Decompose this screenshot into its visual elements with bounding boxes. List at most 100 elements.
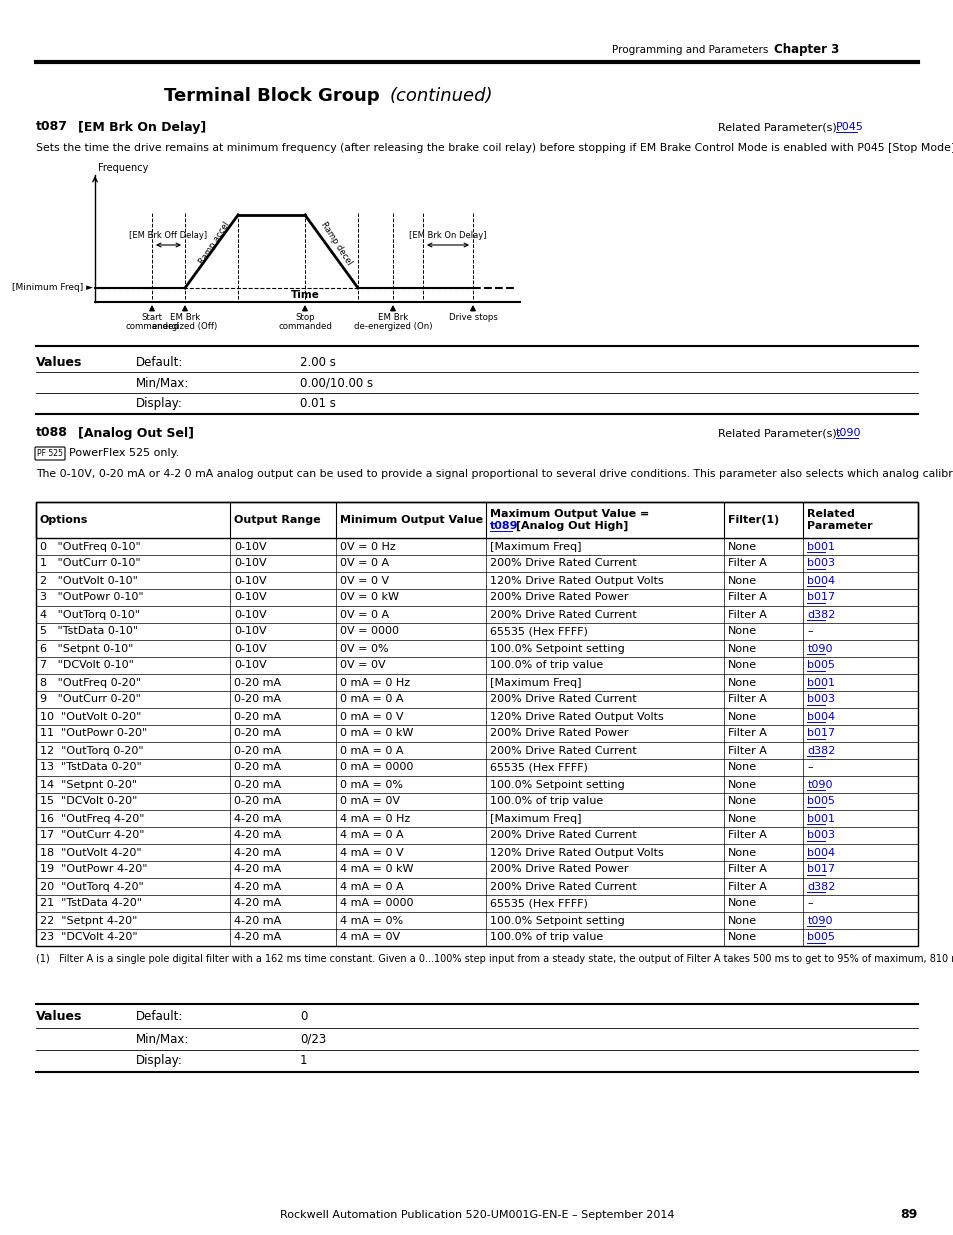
Text: t088: t088 (36, 426, 68, 440)
Text: 0 mA = 0%: 0 mA = 0% (339, 779, 402, 789)
Text: Maximum Output Value =: Maximum Output Value = (489, 509, 648, 519)
Text: 22  "Setpnt 4-20": 22 "Setpnt 4-20" (40, 915, 137, 925)
Text: 200% Drive Rated Current: 200% Drive Rated Current (489, 558, 636, 568)
Text: 200% Drive Rated Current: 200% Drive Rated Current (489, 610, 636, 620)
Text: None: None (727, 814, 757, 824)
Text: P045: P045 (835, 122, 863, 132)
Text: 4 mA = 0%: 4 mA = 0% (339, 915, 402, 925)
Text: Ramp decel: Ramp decel (319, 220, 354, 267)
Text: Filter A: Filter A (727, 558, 766, 568)
Text: t090: t090 (806, 643, 832, 653)
Text: 18  "OutVolt 4-20": 18 "OutVolt 4-20" (40, 847, 141, 857)
Text: Options: Options (40, 515, 89, 525)
Text: None: None (727, 643, 757, 653)
Text: 0-10V: 0-10V (233, 610, 267, 620)
Text: 200% Drive Rated Current: 200% Drive Rated Current (489, 746, 636, 756)
Text: 4 mA = 0 A: 4 mA = 0 A (339, 882, 403, 892)
Text: None: None (727, 797, 757, 806)
Bar (36, 501, 917, 538)
Text: 100.0% Setpoint setting: 100.0% Setpoint setting (489, 779, 624, 789)
Text: b017: b017 (806, 864, 835, 874)
Text: 5   "TstData 0-10": 5 "TstData 0-10" (40, 626, 138, 636)
Text: b004: b004 (806, 576, 835, 585)
Text: Filter A: Filter A (727, 729, 766, 739)
Text: 200% Drive Rated Power: 200% Drive Rated Power (489, 864, 628, 874)
Text: 0.01 s: 0.01 s (299, 396, 335, 410)
Text: b003: b003 (806, 694, 835, 704)
Text: None: None (727, 762, 757, 773)
Text: 1: 1 (299, 1053, 307, 1067)
Text: Filter A: Filter A (727, 864, 766, 874)
Text: 0-10V: 0-10V (233, 643, 267, 653)
Text: 2   "OutVolt 0-10": 2 "OutVolt 0-10" (40, 576, 138, 585)
Text: Filter(1): Filter(1) (727, 515, 779, 525)
Text: b005: b005 (806, 661, 835, 671)
Text: Related Parameter(s):: Related Parameter(s): (718, 429, 840, 438)
Text: 0/23: 0/23 (299, 1032, 326, 1045)
Text: energized (Off): energized (Off) (152, 322, 217, 331)
Text: 0 mA = 0 Hz: 0 mA = 0 Hz (339, 678, 410, 688)
Text: 120% Drive Rated Output Volts: 120% Drive Rated Output Volts (489, 711, 663, 721)
Text: b017: b017 (806, 593, 835, 603)
Text: 0-10V: 0-10V (233, 541, 267, 552)
Text: None: None (727, 915, 757, 925)
Text: [Maximum Freq]: [Maximum Freq] (489, 814, 580, 824)
Text: Ramp accel: Ramp accel (197, 221, 232, 267)
Text: 4 mA = 0000: 4 mA = 0000 (339, 899, 413, 909)
Text: 0-10V: 0-10V (233, 593, 267, 603)
Text: 2.00 s: 2.00 s (299, 356, 335, 369)
Text: 0-20 mA: 0-20 mA (233, 694, 281, 704)
Text: t090: t090 (806, 779, 832, 789)
Text: b001: b001 (806, 541, 835, 552)
Text: Rockwell Automation Publication 520-UM001G-EN-E – September 2014: Rockwell Automation Publication 520-UM00… (279, 1210, 674, 1220)
Text: Min/Max:: Min/Max: (136, 1032, 190, 1045)
Text: 4-20 mA: 4-20 mA (233, 847, 281, 857)
Text: 14  "Setpnt 0-20": 14 "Setpnt 0-20" (40, 779, 137, 789)
Text: 0V = 0%: 0V = 0% (339, 643, 388, 653)
Text: PowerFlex 525 only.: PowerFlex 525 only. (69, 448, 179, 458)
Text: None: None (727, 932, 757, 942)
Text: 13  "TstData 0-20": 13 "TstData 0-20" (40, 762, 142, 773)
Text: 4-20 mA: 4-20 mA (233, 830, 281, 841)
Text: 11  "OutPowr 0-20": 11 "OutPowr 0-20" (40, 729, 147, 739)
Text: 200% Drive Rated Current: 200% Drive Rated Current (489, 882, 636, 892)
Text: 21  "TstData 4-20": 21 "TstData 4-20" (40, 899, 142, 909)
Text: 0V = 0 A: 0V = 0 A (339, 558, 389, 568)
Text: Filter A: Filter A (727, 830, 766, 841)
Text: 0-20 mA: 0-20 mA (233, 729, 281, 739)
Text: [Maximum Freq]: [Maximum Freq] (489, 678, 580, 688)
Text: 3   "OutPowr 0-10": 3 "OutPowr 0-10" (40, 593, 144, 603)
Text: None: None (727, 626, 757, 636)
Text: 120% Drive Rated Output Volts: 120% Drive Rated Output Volts (489, 576, 663, 585)
Text: Values: Values (36, 356, 82, 369)
Text: 0-20 mA: 0-20 mA (233, 711, 281, 721)
Text: 12  "OutTorq 0-20": 12 "OutTorq 0-20" (40, 746, 144, 756)
Text: Default:: Default: (136, 1010, 183, 1023)
Text: 4-20 mA: 4-20 mA (233, 915, 281, 925)
Text: 0 mA = 0 V: 0 mA = 0 V (339, 711, 403, 721)
Text: 4 mA = 0V: 4 mA = 0V (339, 932, 399, 942)
Text: 0V = 0 A: 0V = 0 A (339, 610, 389, 620)
Text: [Analog Out Sel]: [Analog Out Sel] (78, 426, 193, 440)
Text: Filter A: Filter A (727, 746, 766, 756)
Text: 200% Drive Rated Power: 200% Drive Rated Power (489, 593, 628, 603)
Text: 4-20 mA: 4-20 mA (233, 932, 281, 942)
Text: (1)   Filter A is a single pole digital filter with a 162 ms time constant. Give: (1) Filter A is a single pole digital fi… (36, 953, 953, 965)
Text: None: None (727, 899, 757, 909)
Text: 6   "Setpnt 0-10": 6 "Setpnt 0-10" (40, 643, 133, 653)
Text: 0-10V: 0-10V (233, 558, 267, 568)
Text: 0 mA = 0000: 0 mA = 0000 (339, 762, 413, 773)
Text: None: None (727, 711, 757, 721)
Bar (36, 501, 917, 946)
Text: Programming and Parameters: Programming and Parameters (612, 44, 767, 56)
Text: 0-20 mA: 0-20 mA (233, 746, 281, 756)
Text: Filter A: Filter A (727, 882, 766, 892)
Text: 0   "OutFreq 0-10": 0 "OutFreq 0-10" (40, 541, 141, 552)
Text: [EM Brk Off Delay]: [EM Brk Off Delay] (130, 231, 208, 240)
Text: 16  "OutFreq 4-20": 16 "OutFreq 4-20" (40, 814, 144, 824)
Text: 9   "OutCurr 0-20": 9 "OutCurr 0-20" (40, 694, 141, 704)
Text: b001: b001 (806, 678, 835, 688)
Text: [Analog Out High]: [Analog Out High] (511, 521, 627, 531)
Text: 0V = 0 kW: 0V = 0 kW (339, 593, 398, 603)
Text: Output Range: Output Range (233, 515, 320, 525)
